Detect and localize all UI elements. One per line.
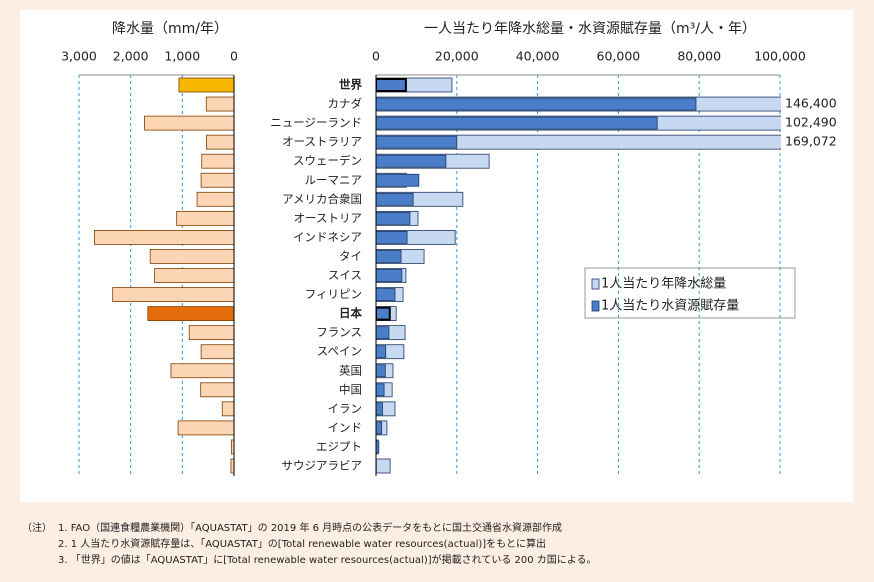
bar	[376, 154, 447, 168]
bar	[154, 268, 235, 283]
bar	[376, 288, 396, 301]
category-label: カナダ	[328, 97, 363, 111]
category-label: 英国	[339, 363, 362, 377]
category-label: インド	[328, 420, 363, 434]
bar	[376, 306, 391, 321]
x-tick-label: 20,000	[435, 49, 479, 64]
category-label: 世界	[339, 78, 362, 92]
category-label: スウェーデン	[293, 154, 362, 168]
bar	[205, 96, 235, 112]
bar	[196, 191, 235, 207]
x-tick-label: 0	[230, 49, 238, 64]
legend-swatch	[591, 278, 600, 290]
bar	[147, 306, 235, 322]
category-label: フィリピン	[305, 287, 362, 301]
bar	[144, 115, 235, 131]
bar	[376, 173, 420, 187]
bar	[376, 383, 385, 397]
bar	[170, 363, 235, 379]
x-tick-label: 80,000	[677, 49, 721, 64]
category-label: アメリカ合衆国	[282, 192, 362, 206]
category-label: インドネシア	[293, 230, 362, 244]
bar	[177, 420, 235, 436]
bar	[376, 458, 391, 474]
bar	[176, 210, 235, 226]
category-label: 日本	[339, 306, 362, 320]
category-label: イラン	[328, 401, 363, 415]
category-label: ニュージーランド	[270, 116, 362, 130]
category-label: サウジアラビア	[282, 459, 363, 473]
x-tick-label: 1,000	[164, 49, 200, 64]
category-label: タイ	[339, 249, 362, 263]
category-label: スペイン	[317, 344, 362, 358]
category-label: フランス	[316, 325, 362, 339]
bar	[200, 172, 235, 188]
bar	[200, 344, 235, 360]
bar	[188, 325, 235, 341]
x-tick-label: 3,000	[61, 49, 97, 64]
note: 2. 1 人当たり水資源賦存量は、「AQUASTAT」の[Total renew…	[58, 537, 546, 550]
right-title: 一人当たり年降水総量・水資源賦存量（m³/人・年）	[424, 21, 756, 37]
x-tick-label: 2,000	[113, 49, 149, 64]
bar	[376, 135, 458, 149]
x-tick-label: 100,000	[754, 49, 806, 64]
left-title: 降水量（mm/年）	[112, 21, 228, 37]
bar	[376, 230, 408, 244]
bar	[376, 250, 402, 263]
bar	[376, 269, 403, 282]
value-label: 146,400	[785, 96, 837, 111]
bar	[376, 440, 380, 454]
bar	[93, 229, 235, 245]
bar	[376, 326, 390, 340]
x-tick-label: 60,000	[597, 49, 641, 64]
legend-label: 1人当たり年降水総量	[601, 277, 726, 292]
bar	[376, 78, 407, 92]
bar	[206, 134, 235, 150]
x-tick-label: 0	[372, 49, 380, 64]
bar	[376, 402, 383, 416]
note: 3. 「世界」の値は「AQUASTAT」に[Total renewable wa…	[58, 553, 596, 566]
category-label: オーストリア	[294, 211, 362, 225]
category-label: スイス	[328, 268, 362, 282]
note-label: （注）	[22, 521, 52, 534]
category-label: オーストラリア	[282, 135, 362, 149]
value-label: 102,490	[785, 115, 837, 130]
note: 1. FAO（国連食糧農業機関）「AQUASTAT」の 2019 年 6 月時点…	[58, 521, 562, 534]
category-label: ルーマニア	[305, 173, 363, 187]
bar	[376, 116, 658, 130]
category-label: エジプト	[316, 439, 362, 453]
bar	[221, 401, 235, 417]
bar	[376, 364, 386, 378]
category-label: 中国	[339, 382, 362, 396]
bar	[376, 97, 697, 111]
bar	[149, 249, 235, 264]
legend-box	[584, 267, 796, 319]
bar	[376, 211, 411, 225]
bar	[376, 192, 414, 206]
bar	[112, 287, 235, 302]
bar	[200, 382, 235, 398]
legend-swatch	[591, 300, 600, 312]
bar	[376, 134, 781, 150]
bar	[376, 345, 387, 359]
value-label: 169,072	[785, 134, 837, 149]
bar	[178, 77, 235, 93]
x-tick-label: 40,000	[516, 49, 560, 64]
legend-label: 1人当たり水資源賦存量	[601, 299, 739, 314]
bar	[376, 421, 383, 435]
bar	[201, 153, 235, 169]
